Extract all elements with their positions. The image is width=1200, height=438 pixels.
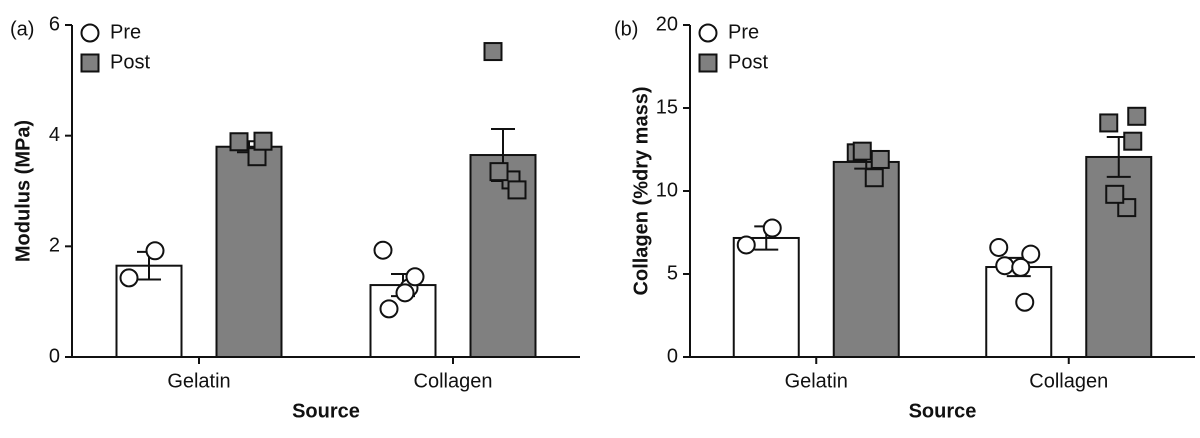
data-point [1011, 257, 1031, 277]
y-axis-title: Collagen (%dry mass) [630, 87, 652, 296]
y-tick-label: 10 [656, 179, 678, 201]
legend-marker [80, 23, 100, 43]
data-point [373, 240, 393, 260]
panel-label: (b) [614, 18, 638, 40]
data-point [229, 132, 249, 152]
data-point [119, 268, 139, 288]
x-axis-title: Source [292, 400, 360, 422]
data-point [736, 235, 756, 255]
data-point [395, 283, 415, 303]
data-point [1123, 131, 1143, 151]
legend-marker [698, 23, 718, 43]
data-point [1021, 244, 1041, 264]
x-tick-label: Gelatin [167, 370, 230, 392]
legend-label: Post [110, 51, 150, 73]
data-point [483, 42, 503, 62]
y-tick-label: 0 [49, 345, 60, 367]
data-point [379, 299, 399, 319]
data-point [870, 149, 890, 169]
data-point [995, 256, 1015, 276]
bar [215, 145, 283, 358]
data-point [1099, 113, 1119, 133]
panel-label: (a) [10, 18, 34, 40]
y-axis-title: Modulus (MPa) [12, 120, 34, 262]
data-point [1015, 292, 1035, 312]
data-point [247, 147, 267, 167]
y-tick-label: 0 [667, 345, 678, 367]
data-point [989, 237, 1009, 257]
legend-label: Post [728, 51, 768, 73]
x-axis-title: Source [909, 400, 977, 422]
data-point [253, 131, 273, 151]
x-tick-label: Collagen [1029, 370, 1108, 392]
y-tick-label: 6 [49, 13, 60, 35]
y-tick-label: 15 [656, 96, 678, 118]
legend-marker [80, 53, 100, 73]
data-point [145, 241, 165, 261]
y-tick-label: 20 [656, 13, 678, 35]
bar [985, 266, 1053, 359]
x-tick-label: Collagen [414, 370, 493, 392]
axes [71, 25, 580, 358]
data-point [852, 141, 872, 161]
data-point [405, 267, 425, 287]
data-point [1105, 184, 1125, 204]
y-tick-label: 5 [667, 262, 678, 284]
panel: (a) Modulus (MPa) Source 0 2 4 6 Gelatin Collage… [10, 13, 580, 422]
legend-label: Pre [110, 21, 141, 43]
y-tick-label: 2 [49, 235, 60, 257]
bar [732, 236, 800, 358]
panel: (b) Collagen (%dry mass) Source 0 5 10 15 20 Gel… [614, 13, 1195, 422]
legend-label: Pre [728, 21, 759, 43]
data-point [762, 218, 782, 238]
data-point [1127, 106, 1147, 126]
x-tick-label: Gelatin [785, 370, 848, 392]
bar [832, 160, 900, 358]
y-tick-label: 4 [49, 124, 60, 146]
data-point [489, 162, 509, 182]
data-point [507, 180, 527, 200]
legend-marker [698, 53, 718, 73]
axes [689, 25, 1195, 358]
data-point [864, 168, 884, 188]
